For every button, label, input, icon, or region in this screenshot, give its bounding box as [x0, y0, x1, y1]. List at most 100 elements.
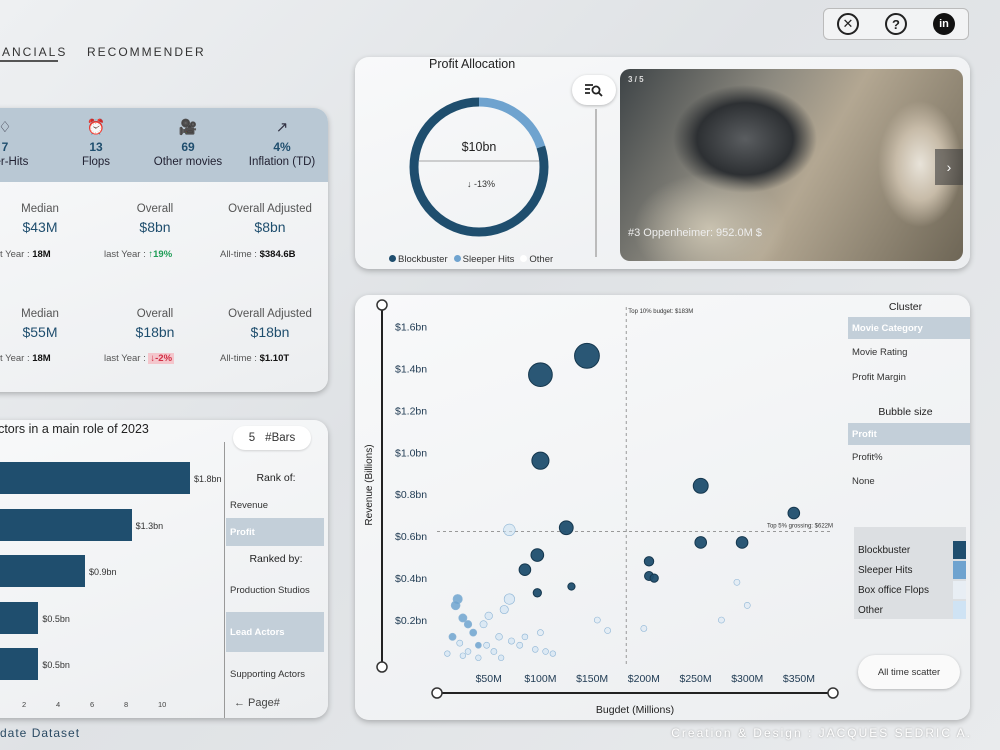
scatter-legend-other[interactable]: Other [854, 601, 966, 619]
close-icon[interactable]: ✕ [837, 13, 859, 35]
scatter-point-other [444, 650, 451, 657]
bar-axis-tick: 8 [124, 700, 129, 709]
revenue-median: Median $55M [0, 308, 80, 340]
top-actors-card: e Actors in a main role of 2023 5 #Bars … [0, 420, 328, 718]
bar-5[interactable] [0, 648, 39, 680]
bubble-option-profit-pct[interactable]: Profit% [852, 451, 883, 463]
profit-donut: $10bn ↓ -13% [409, 97, 549, 237]
scatter-point-box-office-flops [640, 625, 648, 632]
budget-overall-adjusted: Overall Adjusted $8bn [220, 203, 320, 235]
scatter-point-blockbuster [692, 477, 709, 494]
y-axis-handle-bottom [376, 661, 388, 673]
top-grossing-ref-label: Top 5% grossing: $622M [767, 524, 833, 530]
scatter-legend: Blockbuster Sleeper Hits Box office Flop… [854, 527, 966, 619]
diamond-icon: ♢ [0, 119, 12, 136]
scatter-point-blockbuster [694, 536, 708, 549]
cluster-option-rating[interactable]: Movie Rating [852, 346, 908, 358]
scatter-point-sleeper-hits [448, 632, 457, 641]
ranked-by-option-studios[interactable]: Production Studios [230, 584, 310, 596]
budget-last-year: t Year : 18M [0, 249, 51, 260]
stat-label: Overall Adjusted [228, 203, 312, 215]
rank-of-option-revenue[interactable]: Revenue [230, 499, 269, 511]
scatter-point-other [497, 654, 505, 661]
bars-count-value[interactable]: 5 [248, 432, 256, 444]
next-photo-button[interactable]: › [935, 149, 963, 185]
scatter-point-sleeper-hits [463, 620, 473, 629]
y-tick-label: $1.2bn [395, 405, 427, 417]
x-axis-label: Bugdet (Millions) [596, 704, 674, 716]
ranked-by-option-supporting[interactable]: Supporting Actors [230, 668, 305, 680]
top-budget-ref-label: Top 10% budget: $183M [628, 309, 693, 315]
tab-financials[interactable]: ANCIALS [2, 45, 68, 59]
all-time-scatter-button[interactable]: All time scatter [858, 655, 960, 689]
x-axis-handle-left [431, 687, 443, 699]
donut-blockbuster-segment [409, 97, 549, 237]
bubble-option-none[interactable]: None [852, 475, 875, 487]
bars-count-control[interactable]: 5 #Bars [233, 426, 311, 450]
scatter-point-blockbuster [643, 556, 655, 567]
scatter-point-other [484, 611, 493, 620]
scatter-card: Revenue (Billions) Bugdet (Millions) $0.2b… [355, 295, 970, 720]
scatter-point-blockbuster [787, 506, 801, 520]
scatter-legend-flops[interactable]: Box office Flops [854, 581, 966, 599]
bar-4[interactable] [0, 601, 39, 634]
y-tick-label: $1.6bn [395, 321, 427, 333]
stat-value: $8bn [254, 219, 286, 235]
scatter-point-other [532, 646, 539, 653]
scatter-point-sleeper-hits [450, 600, 461, 611]
bubble-option-profit[interactable]: Profit [848, 423, 970, 445]
search-list-icon [585, 84, 603, 97]
bar-3[interactable] [0, 555, 85, 587]
donut-legend: Blockbuster Sleeper Hits Other [389, 254, 553, 265]
scatter-point-blockbuster [567, 582, 576, 591]
search-list-button[interactable] [572, 75, 616, 105]
scatter-point-other [490, 648, 498, 655]
donut-center-value: $10bn [462, 140, 497, 154]
kpi-label: Inflation (TD) [248, 156, 316, 168]
scatter-point-other [549, 650, 556, 657]
tab-recommender[interactable]: RECOMMENDER [87, 45, 206, 59]
kpi-value: 7 [1, 140, 9, 154]
bar-axis-tick: 6 [90, 700, 95, 709]
bar-value-label: $0.5bn [42, 660, 70, 670]
bar-value-label: $1.3bn [135, 520, 164, 531]
ranked-by-label: Ranked by: [249, 553, 303, 565]
scatter-point-other [542, 648, 549, 655]
x-tick-label: $100M [524, 673, 556, 685]
scatter-legend-blockbuster[interactable]: Blockbuster [854, 541, 966, 559]
scatter-point-box-office-flops [743, 602, 751, 609]
rank-of-option-profit[interactable]: Profit [226, 518, 324, 546]
revenue-overall-adjusted: Overall Adjusted $18bn [220, 308, 320, 340]
scatter-point-box-office-flops [537, 629, 544, 636]
scatter-legend-sleeper[interactable]: Sleeper Hits [854, 561, 966, 579]
profit-allocation-card: Profit Allocation $10bn ↓ -13% Blockbust… [355, 57, 970, 269]
kpi-value: 13 [89, 140, 103, 154]
revenue-last-year: t Year : 18M [0, 353, 51, 364]
scatter-point-blockbuster [531, 451, 550, 470]
x-tick-label: $50M [476, 673, 502, 685]
rank-of-label: Rank of: [256, 472, 296, 484]
ranked-by-option-lead-actors[interactable]: Lead Actors [226, 612, 324, 652]
page-nav[interactable]: ← Page# [234, 697, 280, 709]
trend-up-icon: ↗ [275, 119, 289, 136]
stat-value: $8bn [139, 219, 171, 235]
kpi-value: 69 [181, 140, 195, 154]
bar-1[interactable] [0, 462, 190, 494]
cluster-option-category[interactable]: Movie Category [848, 317, 970, 339]
kpi-label: eper-Hits [0, 156, 29, 168]
bar-2[interactable] [0, 508, 132, 541]
kpi-header [0, 108, 328, 182]
help-icon[interactable]: ? [885, 13, 907, 35]
movie-photo[interactable]: 3 / 5 #3 Oppenheimer: 952.0M $ › [620, 69, 963, 261]
cluster-option-margin[interactable]: Profit Margin [852, 371, 906, 383]
photo-caption: #3 Oppenheimer: 952.0M $ [628, 227, 762, 239]
stat-value: $18bn [135, 324, 175, 340]
linkedin-icon[interactable]: in [933, 13, 955, 35]
bar-axis-tick: 4 [56, 700, 61, 709]
photo-counter: 3 / 5 [628, 75, 644, 84]
stat-label: Median [21, 308, 59, 320]
scatter-point-other [479, 620, 488, 629]
scatter-point-blockbuster [649, 573, 659, 583]
stat-label: Overall [136, 203, 174, 215]
x-tick-label: $300M [731, 673, 763, 685]
